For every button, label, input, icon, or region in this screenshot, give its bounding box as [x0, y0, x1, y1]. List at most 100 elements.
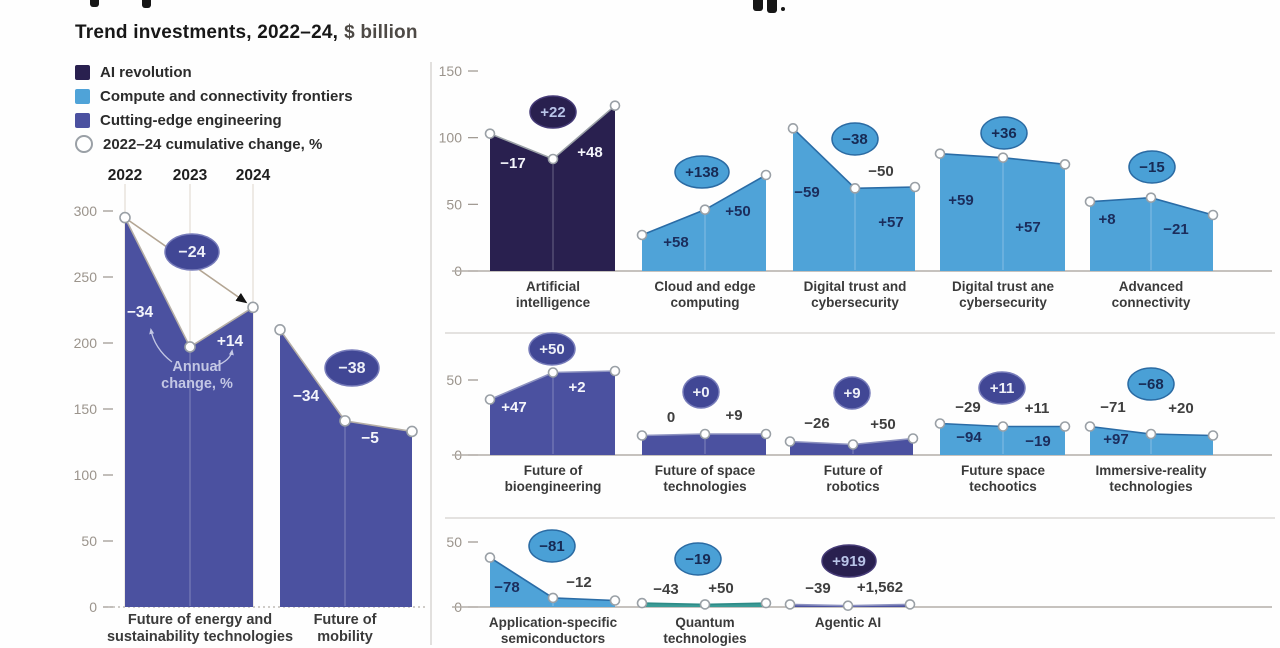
area-digital-trust-and-cybersecurity [793, 128, 915, 271]
data-point-marker [997, 152, 1009, 163]
annual-change-label: −43 [653, 581, 678, 598]
chart-title: Trend investments, 2022–24, $ billion [75, 22, 418, 44]
data-point-marker [904, 599, 916, 610]
data-point-marker [547, 153, 559, 165]
year-label: 2023 [173, 167, 208, 184]
data-point-marker [934, 148, 946, 159]
y-axis-tick: 100 [74, 467, 98, 483]
data-point-marker [636, 229, 648, 241]
cropped-headline-fragment [781, 7, 785, 11]
cumulative-change-bubble [821, 544, 877, 578]
data-point-marker [1145, 192, 1157, 203]
y-axis-tick: 50 [81, 533, 97, 549]
cumulative-change-bubble [978, 371, 1026, 405]
cumulative-change-value: −19 [685, 551, 710, 568]
year-label: 2022 [108, 167, 142, 184]
y-axis-tick: 150 [74, 401, 98, 417]
data-point-marker [760, 169, 772, 181]
annual-change-label: −34 [293, 388, 320, 405]
annual-change-label: +1,562 [857, 579, 903, 596]
annual-change-label: +59 [948, 192, 973, 209]
annual-change-label: −34 [127, 304, 154, 321]
annual-change-label: +11 [1025, 400, 1050, 417]
annual-change-label: −50 [868, 163, 893, 180]
data-point-marker [699, 428, 711, 440]
data-point-marker [1059, 421, 1071, 432]
cumulative-change-bubble [164, 233, 220, 271]
annual-change-label: +8 [1098, 211, 1115, 228]
chart-caption-application-specific-semiconductors: Application-specific semiconductors [489, 615, 618, 646]
data-point-marker [1145, 428, 1157, 440]
legend-item-2022-24-cumulative-change: 2022–24 cumulative change, % [75, 132, 353, 156]
annual-change-label: −19 [1025, 433, 1050, 450]
chart-title-text: Trend investments, 2022–24, [75, 22, 339, 43]
cumulative-change-value: +0 [692, 384, 709, 401]
annual-change-label: −78 [494, 579, 519, 596]
annual-change-label: −5 [361, 430, 379, 447]
data-point-marker [274, 323, 286, 336]
data-point-marker [784, 599, 796, 610]
cropped-headline-fragment [142, 0, 151, 8]
cumulative-change-bubble [833, 376, 871, 410]
cumulative-change-value: +138 [685, 164, 719, 181]
annual-change-label: +14 [217, 333, 244, 350]
data-point-marker [760, 428, 772, 440]
chart-caption-future-space-techootics: Future space techootics [961, 463, 1046, 494]
cropped-headline-fragment [767, 0, 777, 13]
cumulative-change-value: +50 [539, 341, 564, 358]
chart-caption-quantum-technologies: Quantum technologies [663, 615, 746, 646]
legend-swatch-icon [75, 112, 90, 128]
legend-label: AI revolution [100, 63, 192, 81]
chart-caption-future-of-energy-and-sustainability-technologies: Future of energy and sustainability techn… [107, 612, 293, 645]
legend-label: 2022–24 cumulative change, % [103, 135, 323, 153]
annual-change-label: −39 [805, 580, 830, 597]
data-point-marker [119, 211, 131, 224]
annual-change-label: +20 [1168, 400, 1193, 417]
data-point-marker [547, 592, 559, 604]
data-point-marker [636, 430, 648, 441]
cumulative-change-value: −15 [1139, 159, 1164, 176]
cumulative-change-bubble [674, 542, 722, 576]
area-future-of-space-technologies [642, 434, 766, 455]
data-point-marker [184, 341, 196, 353]
annual-change-label: +9 [725, 407, 742, 424]
chart-caption-future-of-bioengineering: Future of bioengineering [505, 463, 602, 494]
data-point-marker [699, 599, 711, 610]
y-axis-tick: 300 [74, 203, 98, 219]
chart-caption-digital-trust-ane-cybersecurity: Digital trust ane cybersecurity [952, 279, 1055, 310]
y-axis-tick: 250 [74, 269, 98, 285]
area-future-of-energy-and-sustainability-technologies [125, 217, 253, 607]
annual-change-label: +50 [708, 580, 733, 597]
annual-change-label: +48 [577, 144, 602, 161]
cumulative-change-value: −24 [178, 244, 205, 261]
annual-change-label: +50 [870, 416, 895, 433]
annual-change-label: −59 [794, 184, 819, 201]
annual-change-label: −12 [566, 574, 591, 591]
y-axis-tick: 100 [439, 130, 463, 146]
area-advanced-connectivity [1090, 197, 1213, 271]
data-point-marker [609, 100, 621, 111]
cumulative-change-bubble [1127, 367, 1175, 401]
y-axis-tick: 200 [74, 335, 98, 351]
annual-change-label: +57 [1015, 219, 1040, 236]
cumulative-change-bubble [682, 375, 720, 409]
data-point-marker [907, 433, 919, 444]
legend-label: Compute and connectivity frontiers [100, 87, 353, 105]
data-point-marker [842, 600, 854, 612]
legend-swatch-icon [75, 88, 90, 104]
annual-change-label: −26 [804, 415, 829, 432]
cumulative-change-bubble [529, 95, 577, 129]
cumulative-change-value: +11 [990, 380, 1015, 397]
cumulative-change-value: +22 [540, 104, 565, 121]
chart-caption-future-of-mobility: Future of mobility [314, 612, 377, 645]
data-point-marker [406, 425, 418, 438]
chart-title-unit: $ billion [344, 22, 418, 43]
data-point-marker [699, 204, 711, 215]
data-point-marker [247, 301, 259, 314]
cropped-headline-fragment [753, 0, 763, 11]
cumulative-change-value: −38 [338, 360, 365, 377]
cumulative-change-bubble [1128, 150, 1176, 184]
data-point-marker [997, 421, 1009, 432]
cumulative-change-value: −68 [1138, 376, 1163, 393]
